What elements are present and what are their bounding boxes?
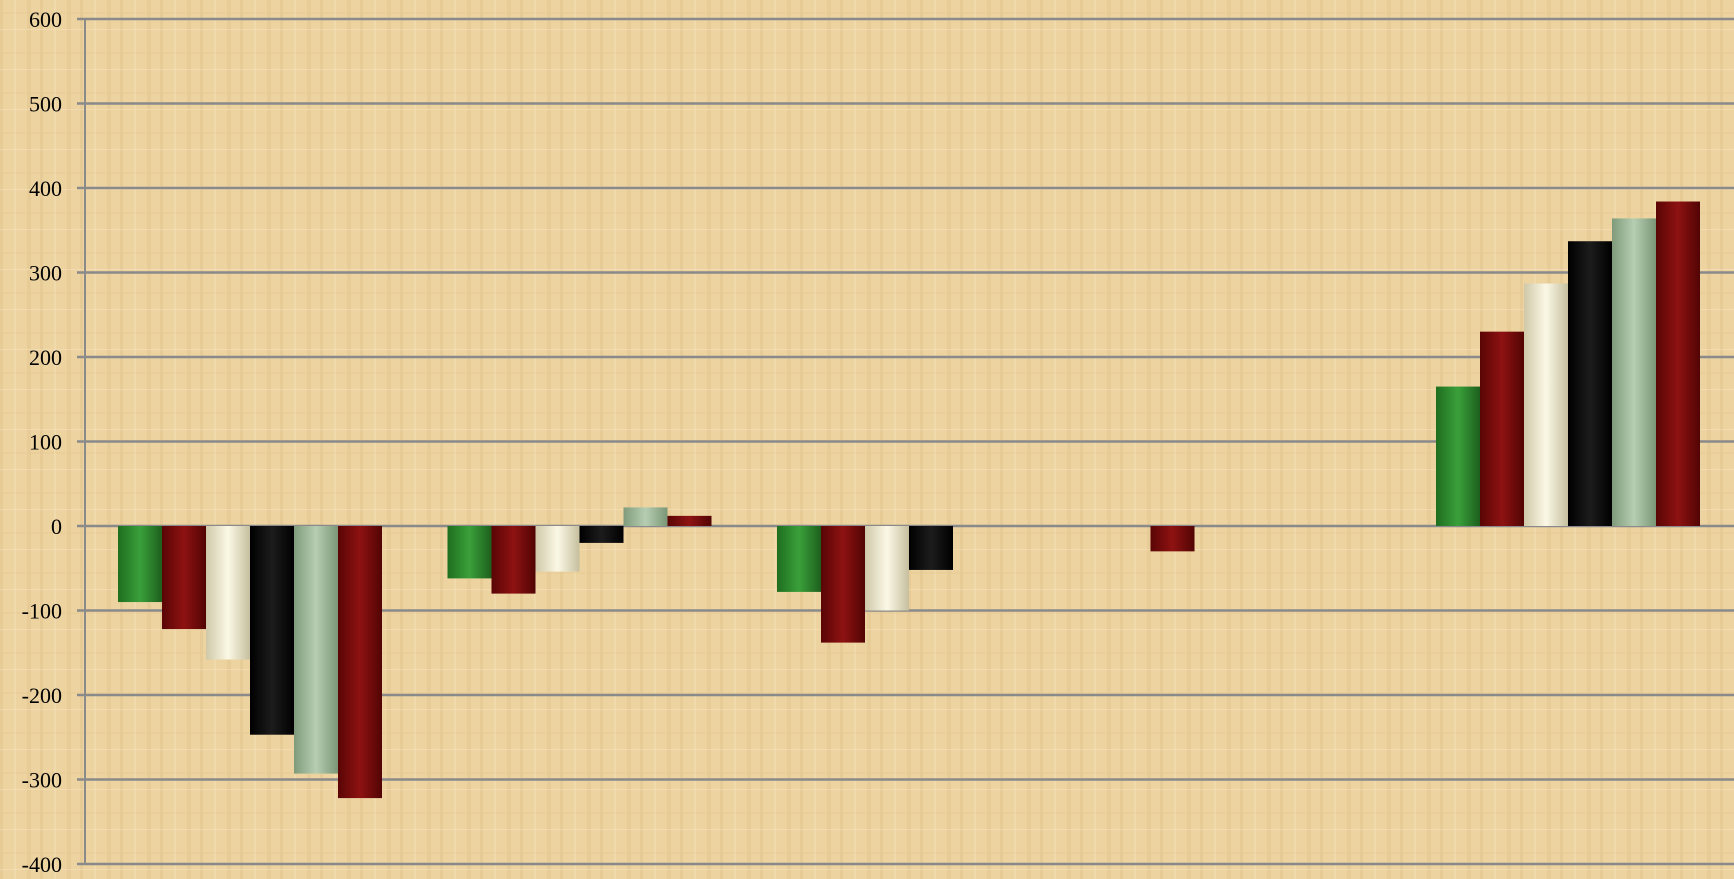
bar-group-2-series-2	[491, 526, 536, 594]
bar-group-1-series-4	[250, 526, 294, 735]
bar-group-1-series-2	[162, 526, 206, 630]
bar-group-5-series-4	[1568, 241, 1612, 527]
y-tick-label: 400	[29, 176, 62, 201]
y-tick-label: 200	[29, 345, 62, 370]
bar-group-3-series-1	[777, 526, 821, 592]
bar-group-2-series-4	[579, 526, 624, 543]
y-tick-label: 300	[29, 261, 62, 286]
bar-group-1-series-6	[338, 526, 382, 799]
y-tick-label: 100	[29, 430, 62, 455]
y-axis-tick-labels: 600 500 400 300 200 100 0 -100 -200 -300 -400	[22, 7, 62, 877]
bar-group-2-series-5	[623, 507, 668, 526]
bar-group-5-series-6	[1656, 201, 1700, 526]
y-tick-label: 0	[51, 514, 62, 539]
y-tick-label: -200	[22, 683, 62, 708]
bar-group-2-series-6	[667, 515, 712, 526]
y-tick-label: 600	[29, 7, 62, 32]
bars	[118, 201, 1700, 799]
bar-group-5-series-3	[1524, 283, 1568, 526]
bar-group-3-series-4	[909, 526, 953, 570]
bar-group-5-series-5	[1612, 218, 1656, 527]
bar-group-1-series-3	[206, 526, 250, 660]
bar-group-3-series-2	[821, 526, 865, 643]
y-tick-label: -400	[22, 852, 62, 877]
bar-group-5-series-1	[1436, 386, 1480, 526]
y-tick-label: 500	[29, 92, 62, 117]
y-tick-label: -300	[22, 768, 62, 793]
bar-group-3-series-3	[865, 526, 909, 611]
y-tick-label: -100	[22, 599, 62, 624]
bar-group-4-series-2	[1150, 526, 1195, 552]
bar-group-2-series-3	[535, 526, 580, 572]
bar-group-2-series-1	[447, 526, 492, 579]
bar-group-1-series-1	[118, 526, 162, 603]
bar-group-1-series-5	[294, 526, 338, 774]
bar-group-5-series-2	[1480, 331, 1524, 526]
